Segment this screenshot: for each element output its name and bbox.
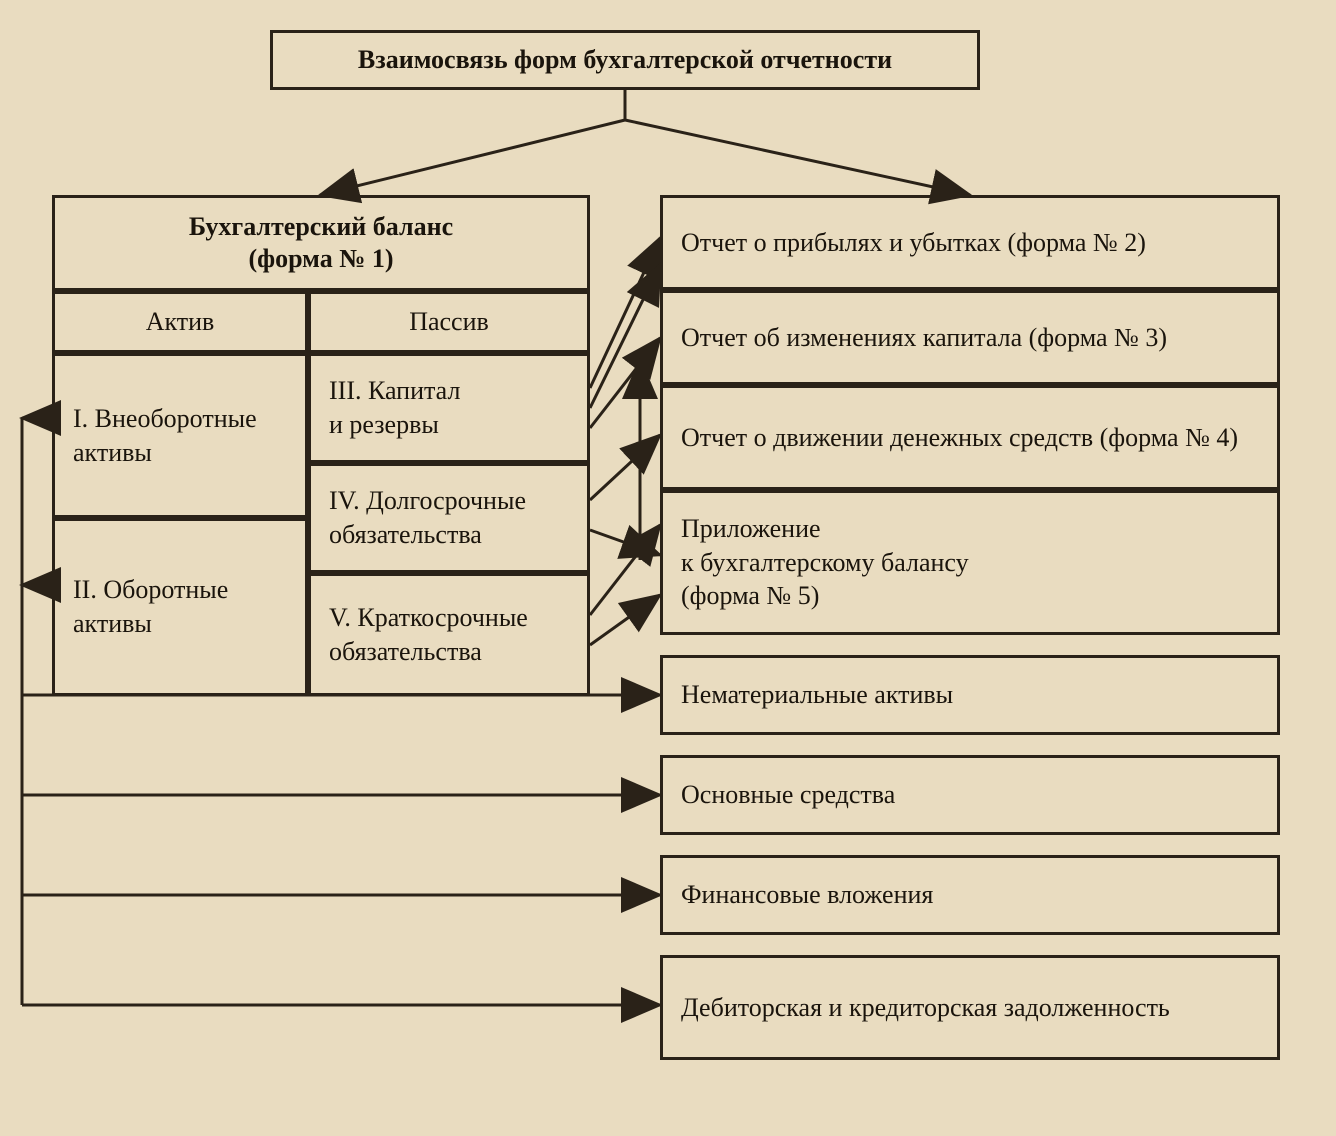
col-aktiv: Актив [52, 291, 308, 353]
asset-2: II. Оборотные активы [52, 518, 308, 696]
passive-3: V. Краткосрочные обязательства [308, 573, 590, 696]
fixed-assets: Основные средства [660, 755, 1280, 835]
passive-1: III. Капитал и резервы [308, 353, 590, 463]
report-capital: Отчет об изменениях капитала (форма № 3) [660, 290, 1280, 385]
passive-2: IV. Долгосрочные обязательства [308, 463, 590, 573]
report-appendix: Приложениек бухгалтерскому балансу(форма… [660, 490, 1280, 635]
balance-header: Бухгалтерский баланс(форма № 1) [52, 195, 590, 291]
report-cashflow: Отчет о движении денежных средств (форма… [660, 385, 1280, 490]
intangible-assets: Нематериальные активы [660, 655, 1280, 735]
asset-1: I. Внеоборотные активы [52, 353, 308, 518]
receivables-payables: Дебиторская и кредиторская задолженность [660, 955, 1280, 1060]
report-profits: Отчет о прибылях и убытках (форма № 2) [660, 195, 1280, 290]
col-passiv: Пассив [308, 291, 590, 353]
financial-investments: Финансовые вложения [660, 855, 1280, 935]
diagram-title: Взаимосвязь форм бухгалтерской отчетност… [270, 30, 980, 90]
